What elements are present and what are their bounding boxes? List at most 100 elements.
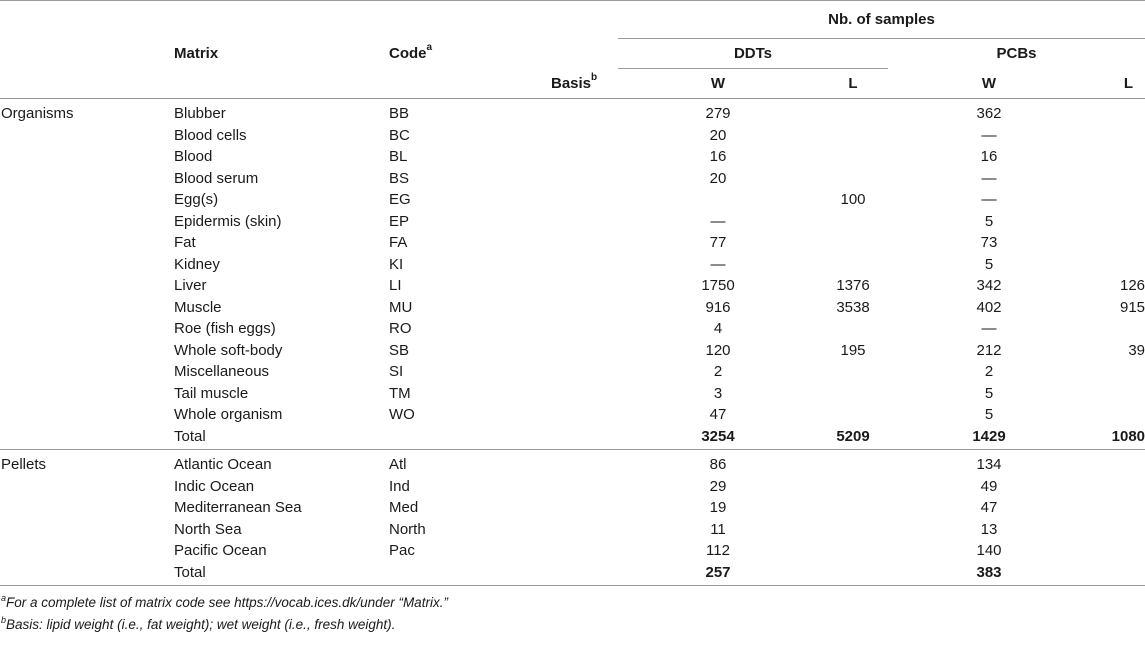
header-ddt-w: W	[710, 75, 726, 92]
basis-cell	[551, 275, 618, 297]
ddt-w-cell: 120	[705, 341, 731, 359]
group-cell	[0, 540, 174, 562]
table-row: Miscellaneous SI 2 2	[0, 361, 1145, 383]
pcb-l-cell	[1090, 146, 1145, 168]
pcb-l-cell	[1090, 99, 1145, 125]
pcb-w-cell: 5	[984, 384, 994, 402]
pcb-w-cell: 383	[888, 561, 1090, 586]
table-row: Whole organism WO 47 5	[0, 404, 1145, 426]
pcb-w-cell: —	[981, 191, 997, 208]
pcb-l-cell	[1090, 383, 1145, 405]
group-cell	[0, 232, 174, 254]
header-ddt-l: L	[848, 75, 858, 92]
basis-cell	[551, 561, 618, 586]
header-pcb-l: L	[1123, 74, 1134, 92]
code-cell: Med	[389, 499, 419, 516]
matrix-cell: Blood cells	[174, 126, 247, 144]
pcb-w-cell: —	[981, 320, 997, 337]
table-row: Egg(s) EG 100 —	[0, 189, 1145, 211]
code-cell: BL	[389, 148, 408, 165]
ddt-w-cell: 86	[709, 456, 727, 473]
ddt-w-cell: 3254	[618, 425, 818, 450]
basis-cell	[551, 189, 618, 211]
ddt-w-cell: 29	[709, 477, 727, 495]
header-basis: Basisb	[551, 71, 598, 92]
ddt-l-cell	[818, 211, 888, 233]
ddt-l-cell	[818, 497, 888, 519]
ddt-l-cell	[818, 540, 888, 562]
basis-cell	[551, 125, 618, 147]
matrix-cell: Blubber	[174, 105, 226, 122]
group-cell	[0, 146, 174, 168]
group-cell	[0, 425, 174, 450]
group-cell: Organisms	[1, 105, 74, 122]
matrix-cell: Whole soft-body	[174, 341, 283, 359]
ddt-l-cell	[818, 476, 888, 498]
basis-cell	[551, 476, 618, 498]
matrix-cell: Blood serum	[174, 169, 259, 187]
table-header: Nb. of samples Matrix Codea DDTs PCBs Ba…	[0, 0, 1145, 99]
ddt-l-cell: 1376	[836, 277, 870, 294]
basis-cell	[551, 497, 618, 519]
footnotes: aFor a complete list of matrix code see …	[0, 592, 1145, 636]
ddt-w-cell: 16	[709, 148, 727, 165]
ddt-l-cell	[818, 254, 888, 276]
matrix-cell: Blood	[174, 148, 213, 165]
ddt-l-cell	[818, 146, 888, 168]
matrix-cell: Egg(s)	[174, 191, 219, 208]
group-cell	[0, 189, 174, 211]
ddt-l-cell	[818, 383, 888, 405]
pcb-w-cell: 5	[984, 255, 994, 273]
ddt-l-cell: 100	[840, 191, 866, 208]
pcb-w-cell: 73	[980, 234, 998, 251]
pcb-l-cell	[1090, 561, 1145, 586]
table-row: Whole soft-body SB 120 195 212 39	[0, 340, 1145, 362]
ddt-l-cell	[818, 404, 888, 426]
pcb-l-cell	[1090, 450, 1145, 476]
ddt-w-cell: 2	[713, 363, 723, 380]
pcb-w-cell: 2	[984, 363, 994, 380]
code-cell: BS	[389, 169, 410, 187]
code-cell	[389, 425, 551, 450]
basis-cell	[551, 540, 618, 562]
pellets-section: Pellets Atlantic Ocean Atl 86 134 Indic Ocean…	[0, 450, 1145, 586]
header-code: Codea	[389, 42, 433, 63]
ddt-w-cell: 19	[709, 499, 727, 516]
ddt-w-cell: 3	[713, 384, 723, 402]
basis-cell	[551, 383, 618, 405]
group-cell	[0, 383, 174, 405]
group-cell	[0, 168, 174, 190]
code-cell: Ind	[389, 477, 410, 495]
ddt-w-cell: —	[710, 255, 726, 273]
ddt-w-cell	[618, 189, 818, 211]
code-cell: KI	[389, 255, 404, 273]
ddt-l-cell	[818, 232, 888, 254]
pcb-w-cell: 212	[976, 341, 1002, 359]
table-row: Epidermis (skin) EP — 5	[0, 211, 1145, 233]
pcb-w-cell: 47	[980, 499, 998, 516]
table-row: Kidney KI — 5	[0, 254, 1145, 276]
group-cell	[0, 211, 174, 233]
ddt-w-cell: —	[710, 212, 726, 230]
code-cell	[389, 561, 551, 586]
group-cell	[0, 497, 174, 519]
code-cell: EP	[389, 212, 410, 230]
ddt-l-cell	[818, 361, 888, 383]
pcb-w-cell: —	[981, 126, 997, 144]
table-row: Roe (fish eggs) RO 4 —	[0, 318, 1145, 340]
matrix-cell: Total	[174, 425, 389, 450]
table-row: Indic Ocean Ind 29 49	[0, 476, 1145, 498]
pcb-l-cell: 39	[1128, 341, 1145, 359]
table-row: Tail muscle TM 3 5	[0, 383, 1145, 405]
pcb-l-cell	[1090, 361, 1145, 383]
group-cell	[0, 404, 174, 426]
ddt-l-cell	[818, 125, 888, 147]
pcb-l-cell	[1090, 404, 1145, 426]
table-row: Blood BL 16 16	[0, 146, 1145, 168]
pcb-l-cell: 126	[1119, 277, 1145, 294]
ddt-w-cell: 11	[710, 520, 726, 538]
total-row: Total 257 383	[0, 561, 1145, 586]
code-cell: TM	[389, 384, 411, 402]
ddt-w-cell: 1750	[701, 277, 735, 294]
matrix-cell: Epidermis (skin)	[174, 212, 282, 230]
